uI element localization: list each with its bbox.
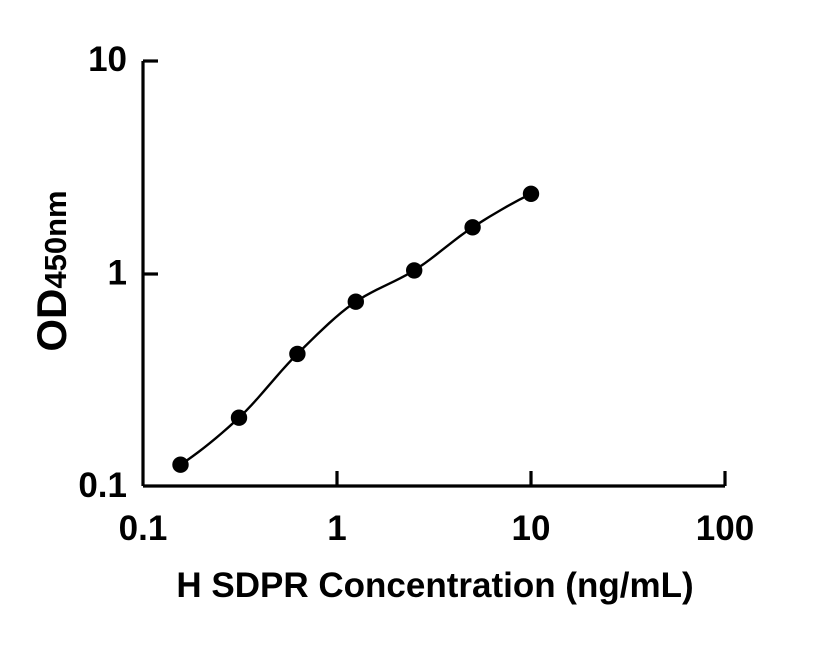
svg-text:OD450nm: OD450nm: [28, 190, 75, 351]
svg-text:100: 100: [696, 509, 754, 548]
svg-text:0.1: 0.1: [119, 509, 168, 548]
svg-text:H SDPR Concentration (ng/mL): H SDPR Concentration (ng/mL): [176, 566, 693, 605]
svg-text:1: 1: [108, 254, 127, 293]
svg-text:0.1: 0.1: [78, 466, 127, 505]
svg-text:10: 10: [512, 509, 551, 548]
svg-text:1: 1: [327, 509, 346, 548]
svg-text:10: 10: [88, 40, 127, 79]
